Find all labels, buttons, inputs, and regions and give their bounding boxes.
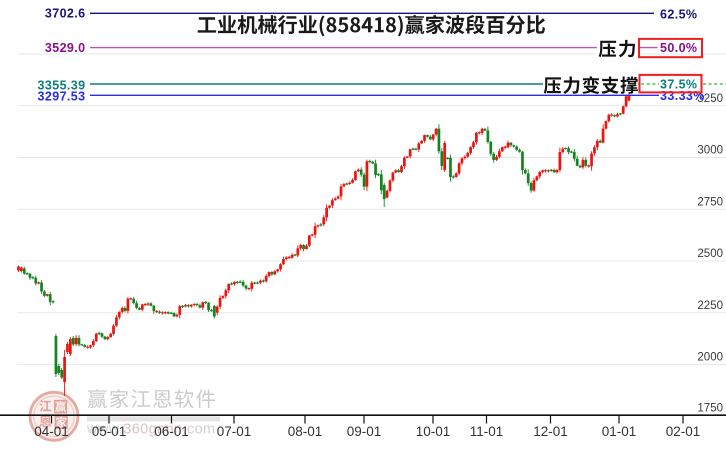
svg-text:09-01: 09-01 [347,424,382,439]
svg-text:3250: 3250 [697,93,723,105]
svg-text:08-01: 08-01 [288,424,323,439]
svg-text:3702.6: 3702.6 [45,7,86,21]
svg-text:3000: 3000 [697,145,723,157]
svg-text:2750: 2750 [697,196,723,208]
svg-text:11-01: 11-01 [470,424,504,439]
svg-text:01-01: 01-01 [602,424,637,439]
svg-text:05-01: 05-01 [92,424,127,439]
svg-text:3297.53: 3297.53 [38,89,86,103]
svg-text:07-01: 07-01 [217,424,252,439]
svg-text:50.0%: 50.0% [660,41,697,55]
svg-text:3355.39: 3355.39 [38,79,86,93]
svg-text:06-01: 06-01 [154,424,189,439]
svg-text:2000: 2000 [697,352,723,364]
svg-text:33.33%: 33.33% [660,89,705,103]
svg-text:37.5%: 37.5% [660,78,697,92]
svg-text:10-01: 10-01 [416,424,451,439]
svg-text:www.360gann.com: www.360gann.com [86,422,216,438]
svg-text:12-01: 12-01 [533,424,568,439]
svg-text:2250: 2250 [697,300,723,312]
svg-text:2500: 2500 [697,248,723,260]
svg-text:02-01: 02-01 [666,424,701,439]
svg-text:1750: 1750 [697,402,723,414]
svg-text:04-01: 04-01 [34,424,69,439]
svg-text:62.5%: 62.5% [660,8,697,22]
svg-text:3529.0: 3529.0 [45,41,86,55]
